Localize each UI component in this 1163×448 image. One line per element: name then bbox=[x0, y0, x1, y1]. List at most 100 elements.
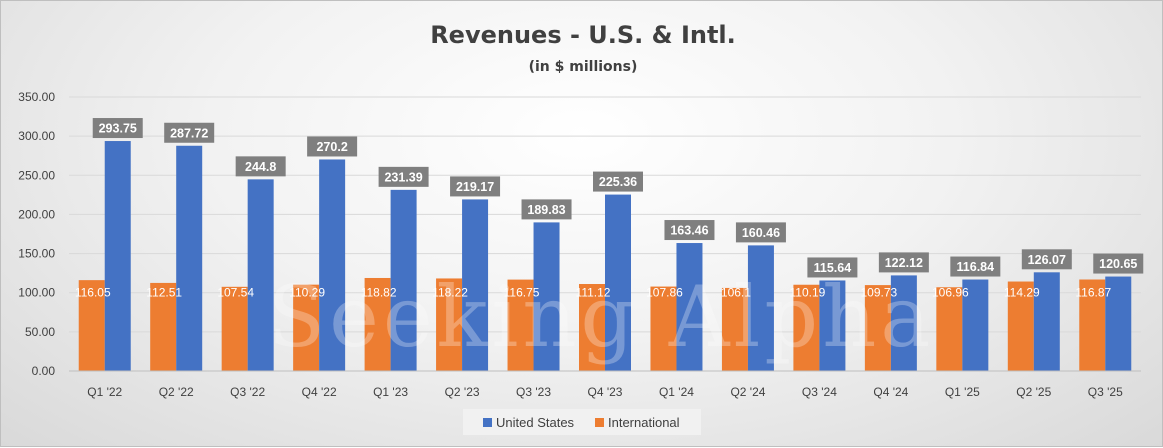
data-label-international: 118.22 bbox=[432, 286, 468, 300]
data-label-box-us bbox=[164, 122, 215, 143]
bars bbox=[78, 141, 1132, 371]
bar-united-states bbox=[605, 194, 631, 371]
data-label-united-states: 244.8 bbox=[245, 160, 276, 174]
data-label-international: 111.12 bbox=[576, 286, 611, 300]
bar-united-states bbox=[247, 179, 274, 371]
y-tick-label: 300.00 bbox=[18, 129, 55, 143]
x-tick-label: Q1 '23 bbox=[373, 385, 408, 399]
data-label-box-us bbox=[878, 252, 929, 273]
bar-united-states bbox=[1105, 276, 1132, 371]
x-tick-label: Q3 '23 bbox=[516, 385, 551, 399]
data-label-box-us bbox=[735, 222, 786, 243]
bar-united-states bbox=[390, 189, 417, 371]
bar-international bbox=[1079, 279, 1106, 371]
bar-international bbox=[150, 282, 177, 371]
x-tick-label: Q4 '23 bbox=[588, 385, 623, 399]
y-tick-label: 0.00 bbox=[32, 364, 56, 378]
data-label-international: 110.29 bbox=[289, 286, 325, 300]
bar-international bbox=[936, 287, 963, 371]
chart-subtitle: (in $ millions) bbox=[529, 59, 638, 75]
bar-united-states bbox=[962, 279, 989, 371]
x-tick-label: Q1 '22 bbox=[87, 385, 122, 399]
x-tick-label: Q2 '22 bbox=[159, 385, 194, 399]
data-label-united-states: 231.39 bbox=[384, 170, 422, 184]
bar-international bbox=[293, 284, 320, 371]
data-label-united-states: 126.07 bbox=[1028, 253, 1066, 267]
x-axis: Q1 '22 Q2 '22 Q3 '22 Q4 '22 Q1 '23 Q2 '23 Q3 '… bbox=[69, 370, 1141, 399]
data-label-international: 106.96 bbox=[932, 286, 969, 300]
data-label-united-states: 287.72 bbox=[170, 126, 208, 140]
bar-international bbox=[78, 280, 105, 371]
bar-united-states bbox=[462, 199, 489, 371]
bar-united-states bbox=[819, 280, 846, 371]
y-tick-label: 350.00 bbox=[18, 90, 55, 104]
data-label-united-states: 270.2 bbox=[316, 140, 347, 154]
data-label-box-us bbox=[664, 220, 715, 241]
bar-united-states bbox=[747, 245, 774, 371]
data-label-united-states: 120.65 bbox=[1099, 257, 1137, 271]
bar-united-states bbox=[1033, 272, 1060, 371]
x-tick-label: Q2 '25 bbox=[1016, 385, 1051, 399]
data-label-box-us bbox=[1021, 249, 1072, 270]
data-label-united-states: 219.17 bbox=[456, 180, 494, 194]
x-tick-label: Q1 '24 bbox=[659, 385, 694, 399]
data-label-international: 109.73 bbox=[861, 286, 898, 300]
data-label-international: 110.19 bbox=[789, 286, 825, 300]
data-label-box-us bbox=[92, 118, 143, 139]
bar-united-states bbox=[176, 145, 203, 371]
bar-united-states bbox=[533, 222, 560, 371]
data-label-box-us bbox=[450, 176, 501, 197]
data-label-international: 116.05 bbox=[75, 286, 111, 300]
data-label-international: 106.1 bbox=[721, 286, 751, 300]
y-tick-label: 150.00 bbox=[18, 247, 55, 261]
data-label-box-us bbox=[593, 171, 643, 192]
bar-united-states bbox=[890, 275, 917, 371]
bar-united-states bbox=[676, 243, 703, 371]
watermark: Seeking Alpha bbox=[268, 268, 935, 366]
data-label-international: 114.29 bbox=[1004, 286, 1040, 300]
x-tick-label: Q2 '24 bbox=[730, 385, 765, 399]
bar-international bbox=[1007, 281, 1034, 371]
data-label-international: 118.82 bbox=[361, 286, 397, 300]
data-label-international: 107.86 bbox=[646, 286, 683, 300]
x-tick-label: Q4 '22 bbox=[302, 385, 337, 399]
x-tick-label: Q3 '22 bbox=[230, 385, 265, 399]
bar-international bbox=[221, 286, 248, 371]
data-label-united-states: 163.46 bbox=[670, 224, 708, 238]
y-axis: 0.00 50.00 100.00 150.00 200.00 250.00 300.00 3… bbox=[18, 90, 55, 378]
legend-label: International bbox=[608, 415, 680, 430]
data-label-box-us bbox=[1093, 253, 1144, 274]
bar-united-states bbox=[104, 141, 131, 371]
data-label-international: 107.54 bbox=[217, 286, 254, 300]
data-label-box-us bbox=[521, 199, 572, 220]
data-label-united-states: 160.46 bbox=[742, 226, 780, 240]
x-tick-label: Q3 '24 bbox=[802, 385, 837, 399]
bar-international bbox=[650, 286, 677, 371]
bar-international bbox=[507, 279, 534, 371]
bar-international bbox=[579, 284, 605, 371]
legend-label: United States bbox=[496, 415, 575, 430]
data-label-international: 116.87 bbox=[1075, 286, 1111, 300]
data-label-united-states: 115.64 bbox=[814, 261, 852, 275]
data-label-united-states: 116.84 bbox=[957, 260, 995, 274]
data-label-international: 112.51 bbox=[146, 286, 182, 300]
data-label-united-states: 122.12 bbox=[885, 256, 923, 270]
data-label-united-states: 225.36 bbox=[599, 175, 637, 189]
data-label-international: 116.75 bbox=[504, 286, 540, 300]
data-label-box-us bbox=[807, 257, 858, 278]
y-tick-label: 250.00 bbox=[18, 168, 55, 182]
data-label-united-states: 293.75 bbox=[99, 122, 137, 136]
x-tick-label: Q4 '24 bbox=[873, 385, 908, 399]
legend-swatch bbox=[483, 418, 492, 427]
data-labels: 116.05 293.75 112.51 287.72 107.54 244.8 110.2… bbox=[75, 118, 1144, 300]
data-label-box-us bbox=[235, 156, 286, 177]
x-tick-label: Q3 '25 bbox=[1088, 385, 1123, 399]
data-label-box-us bbox=[950, 256, 1001, 277]
bar-international bbox=[864, 285, 891, 371]
data-label-box-us bbox=[378, 166, 429, 187]
legend-swatch bbox=[595, 418, 604, 427]
bar-international bbox=[793, 284, 820, 371]
legend-background bbox=[463, 409, 701, 435]
y-tick-label: 200.00 bbox=[18, 207, 55, 221]
